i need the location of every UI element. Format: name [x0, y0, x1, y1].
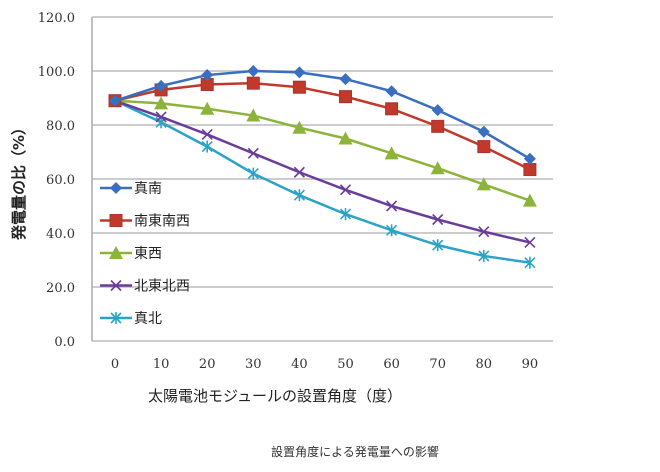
data-point — [154, 96, 169, 110]
legend-item: 真北 — [100, 311, 162, 327]
marker-stroke — [155, 111, 167, 123]
y-tick-label: 120.0 — [38, 11, 75, 26]
data-point — [293, 66, 306, 79]
series-line — [114, 99, 531, 202]
marker-stroke — [386, 200, 398, 212]
legend-marker — [109, 214, 123, 227]
marker-stroke — [247, 147, 259, 159]
line-chart: 0.0 20.0 40.0 60.0 80.0 100.0 120.0 0 10 20 30 40 50… — [10, 11, 553, 405]
y-tick-label: 40.0 — [46, 227, 75, 242]
data-point — [201, 140, 213, 153]
series-0 — [109, 65, 536, 165]
x-tick-label: 70 — [429, 357, 446, 372]
marker-stroke — [339, 184, 352, 196]
x-tick-label: 30 — [245, 357, 262, 372]
data-point — [523, 163, 537, 177]
data-point — [430, 161, 445, 175]
data-point — [155, 111, 167, 123]
data-point — [432, 239, 444, 252]
data-point — [385, 85, 398, 98]
series-line — [114, 99, 531, 264]
legend-marker — [110, 312, 122, 324]
data-point — [246, 108, 261, 122]
data-point — [155, 79, 168, 92]
data-point — [431, 104, 444, 117]
marker-stroke — [293, 166, 305, 178]
x-tick-label: 50 — [337, 357, 354, 372]
data-point — [524, 236, 536, 249]
series-line — [114, 99, 531, 244]
y-tick-label: 100.0 — [38, 65, 75, 80]
x-axis-title: 太陽電池モジュールの設置角度（度） — [148, 387, 402, 405]
legend-label: 真北 — [134, 311, 162, 327]
data-point — [247, 65, 260, 77]
legend-marker — [109, 246, 123, 259]
data-point — [386, 200, 398, 212]
data-point — [522, 193, 537, 207]
x-tick-label: 40 — [291, 357, 308, 372]
data-point — [247, 147, 259, 159]
series-line — [114, 69, 531, 160]
data-point — [247, 167, 259, 180]
data-point — [109, 94, 121, 107]
data-point — [523, 152, 536, 165]
marker-stroke — [110, 279, 122, 292]
legend-item: 南東南西 — [100, 214, 190, 230]
x-tick-label: 80 — [476, 357, 493, 372]
data-point — [339, 73, 352, 86]
marker-stroke — [432, 213, 444, 226]
data-point — [339, 184, 352, 196]
y-tick-label: 20.0 — [46, 281, 75, 296]
data-point — [478, 226, 490, 238]
x-tick-label: 20 — [199, 357, 216, 372]
data-point — [432, 213, 444, 226]
data-point — [385, 102, 399, 116]
x-tick-label: 90 — [522, 357, 539, 372]
data-point — [476, 177, 491, 191]
series-line — [114, 81, 531, 171]
data-point — [384, 146, 399, 160]
legend-label: 東西 — [134, 246, 162, 262]
legend-item: 東西 — [100, 246, 162, 262]
legend-label: 北東北西 — [134, 279, 190, 295]
data-point — [246, 76, 260, 90]
legend-label: 真南 — [134, 181, 162, 197]
series-2 — [108, 93, 537, 207]
legend-marker — [110, 279, 122, 292]
y-tick-label: 80.0 — [46, 119, 75, 134]
data-point — [478, 249, 490, 262]
x-tick-label: 0 — [111, 357, 119, 372]
data-point — [477, 125, 490, 138]
data-point — [201, 69, 214, 82]
data-point — [293, 166, 305, 178]
y-tick-label: 60.0 — [46, 173, 75, 188]
data-point — [431, 119, 445, 133]
y-axis-title: 発電量の比（%） — [10, 120, 28, 241]
marker-stroke — [478, 226, 490, 238]
data-point — [339, 90, 352, 104]
data-point — [338, 131, 353, 145]
legend-item: 北東北西 — [100, 279, 190, 295]
x-tick-label: 60 — [383, 357, 400, 372]
data-point — [477, 140, 491, 154]
legend-marker — [110, 182, 122, 194]
data-point — [201, 128, 213, 141]
data-point — [292, 120, 307, 134]
marker-stroke — [201, 128, 213, 141]
chart-caption: 設置角度による発電量への影響 — [271, 445, 439, 459]
legend-label: 南東南西 — [134, 214, 190, 230]
data-point — [386, 224, 398, 237]
data-point — [293, 189, 305, 202]
data-point — [339, 208, 352, 221]
legend-item: 真南 — [100, 181, 162, 197]
data-point — [200, 101, 215, 115]
x-tick-label: 10 — [153, 357, 170, 372]
y-tick-label: 0.0 — [54, 335, 75, 350]
data-point — [292, 80, 306, 94]
data-point — [524, 256, 536, 269]
marker-stroke — [524, 236, 536, 249]
